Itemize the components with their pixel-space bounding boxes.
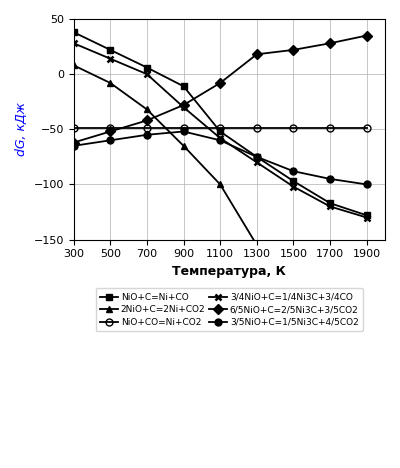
2NiO+C=2Ni+CO2 bbox=[108, 80, 113, 86]
NiO+C=Ni+CO bbox=[108, 47, 113, 53]
6/5NiO+C=2/5Ni3C+3/5CO2 bbox=[144, 117, 149, 123]
NiO+CO=Ni+CO2 bbox=[291, 125, 296, 131]
6/5NiO+C=2/5Ni3C+3/5CO2 bbox=[291, 47, 296, 53]
3/4NiO+C=1/4Ni3C+3/4CO bbox=[181, 104, 186, 110]
6/5NiO+C=2/5Ni3C+3/5CO2 bbox=[108, 129, 113, 134]
NiO+C=Ni+CO bbox=[291, 178, 296, 184]
Line: 6/5NiO+C=2/5Ni3C+3/5CO2: 6/5NiO+C=2/5Ni3C+3/5CO2 bbox=[70, 32, 370, 146]
Line: 3/5NiO+C=1/5Ni3C+4/5CO2: 3/5NiO+C=1/5Ni3C+4/5CO2 bbox=[70, 128, 370, 188]
NiO+C=Ni+CO bbox=[254, 154, 259, 160]
3/5NiO+C=1/5Ni3C+4/5CO2 bbox=[328, 176, 332, 182]
3/5NiO+C=1/5Ni3C+4/5CO2 bbox=[71, 143, 76, 149]
6/5NiO+C=2/5Ni3C+3/5CO2 bbox=[254, 51, 259, 57]
3/4NiO+C=1/4Ni3C+3/4CO bbox=[254, 160, 259, 165]
NiO+CO=Ni+CO2 bbox=[328, 125, 332, 131]
Line: NiO+CO=Ni+CO2: NiO+CO=Ni+CO2 bbox=[70, 124, 370, 132]
NiO+CO=Ni+CO2 bbox=[181, 125, 186, 131]
2NiO+C=2Ni+CO2 bbox=[254, 242, 259, 248]
NiO+CO=Ni+CO2 bbox=[108, 125, 113, 131]
NiO+CO=Ni+CO2 bbox=[254, 125, 259, 131]
2NiO+C=2Ni+CO2 bbox=[71, 63, 76, 68]
NiO+C=Ni+CO bbox=[181, 83, 186, 89]
6/5NiO+C=2/5Ni3C+3/5CO2 bbox=[71, 140, 76, 146]
Line: 2NiO+C=2Ni+CO2: 2NiO+C=2Ni+CO2 bbox=[70, 62, 260, 249]
NiO+CO=Ni+CO2 bbox=[71, 125, 76, 131]
NiO+C=Ni+CO bbox=[328, 200, 332, 206]
3/5NiO+C=1/5Ni3C+4/5CO2 bbox=[254, 154, 259, 160]
6/5NiO+C=2/5Ni3C+3/5CO2 bbox=[218, 80, 222, 86]
3/4NiO+C=1/4Ni3C+3/4CO bbox=[71, 40, 76, 46]
NiO+C=Ni+CO bbox=[144, 65, 149, 70]
3/5NiO+C=1/5Ni3C+4/5CO2 bbox=[144, 132, 149, 138]
2NiO+C=2Ni+CO2 bbox=[218, 182, 222, 187]
3/5NiO+C=1/5Ni3C+4/5CO2 bbox=[291, 168, 296, 174]
Legend: NiO+C=Ni+CO, 2NiO+C=2Ni+CO2, NiO+CO=Ni+CO2, 3/4NiO+C=1/4Ni3C+3/4CO, 6/5NiO+C=2/5: NiO+C=Ni+CO, 2NiO+C=2Ni+CO2, NiO+CO=Ni+C… bbox=[96, 288, 363, 331]
3/5NiO+C=1/5Ni3C+4/5CO2 bbox=[181, 129, 186, 134]
3/4NiO+C=1/4Ni3C+3/4CO bbox=[328, 204, 332, 209]
6/5NiO+C=2/5Ni3C+3/5CO2 bbox=[181, 102, 186, 108]
Line: NiO+C=Ni+CO: NiO+C=Ni+CO bbox=[70, 29, 370, 219]
3/4NiO+C=1/4Ni3C+3/4CO bbox=[108, 56, 113, 61]
3/4NiO+C=1/4Ni3C+3/4CO bbox=[364, 215, 369, 220]
2NiO+C=2Ni+CO2 bbox=[181, 143, 186, 149]
NiO+CO=Ni+CO2 bbox=[144, 125, 149, 131]
NiO+C=Ni+CO bbox=[71, 29, 76, 35]
NiO+CO=Ni+CO2 bbox=[364, 125, 369, 131]
6/5NiO+C=2/5Ni3C+3/5CO2 bbox=[328, 40, 332, 46]
NiO+C=Ni+CO bbox=[218, 129, 222, 134]
3/5NiO+C=1/5Ni3C+4/5CO2 bbox=[364, 182, 369, 187]
Line: 3/4NiO+C=1/4Ni3C+3/4CO: 3/4NiO+C=1/4Ni3C+3/4CO bbox=[70, 40, 370, 221]
3/4NiO+C=1/4Ni3C+3/4CO bbox=[144, 71, 149, 77]
X-axis label: Температура, К: Температура, К bbox=[172, 265, 286, 278]
Y-axis label: dG, кДж: dG, кДж bbox=[15, 102, 28, 156]
3/4NiO+C=1/4Ni3C+3/4CO bbox=[218, 135, 222, 141]
6/5NiO+C=2/5Ni3C+3/5CO2 bbox=[364, 33, 369, 38]
3/5NiO+C=1/5Ni3C+4/5CO2 bbox=[108, 138, 113, 143]
3/4NiO+C=1/4Ni3C+3/4CO bbox=[291, 184, 296, 190]
2NiO+C=2Ni+CO2 bbox=[144, 107, 149, 112]
NiO+C=Ni+CO bbox=[364, 212, 369, 218]
NiO+CO=Ni+CO2 bbox=[218, 125, 222, 131]
3/5NiO+C=1/5Ni3C+4/5CO2 bbox=[218, 138, 222, 143]
